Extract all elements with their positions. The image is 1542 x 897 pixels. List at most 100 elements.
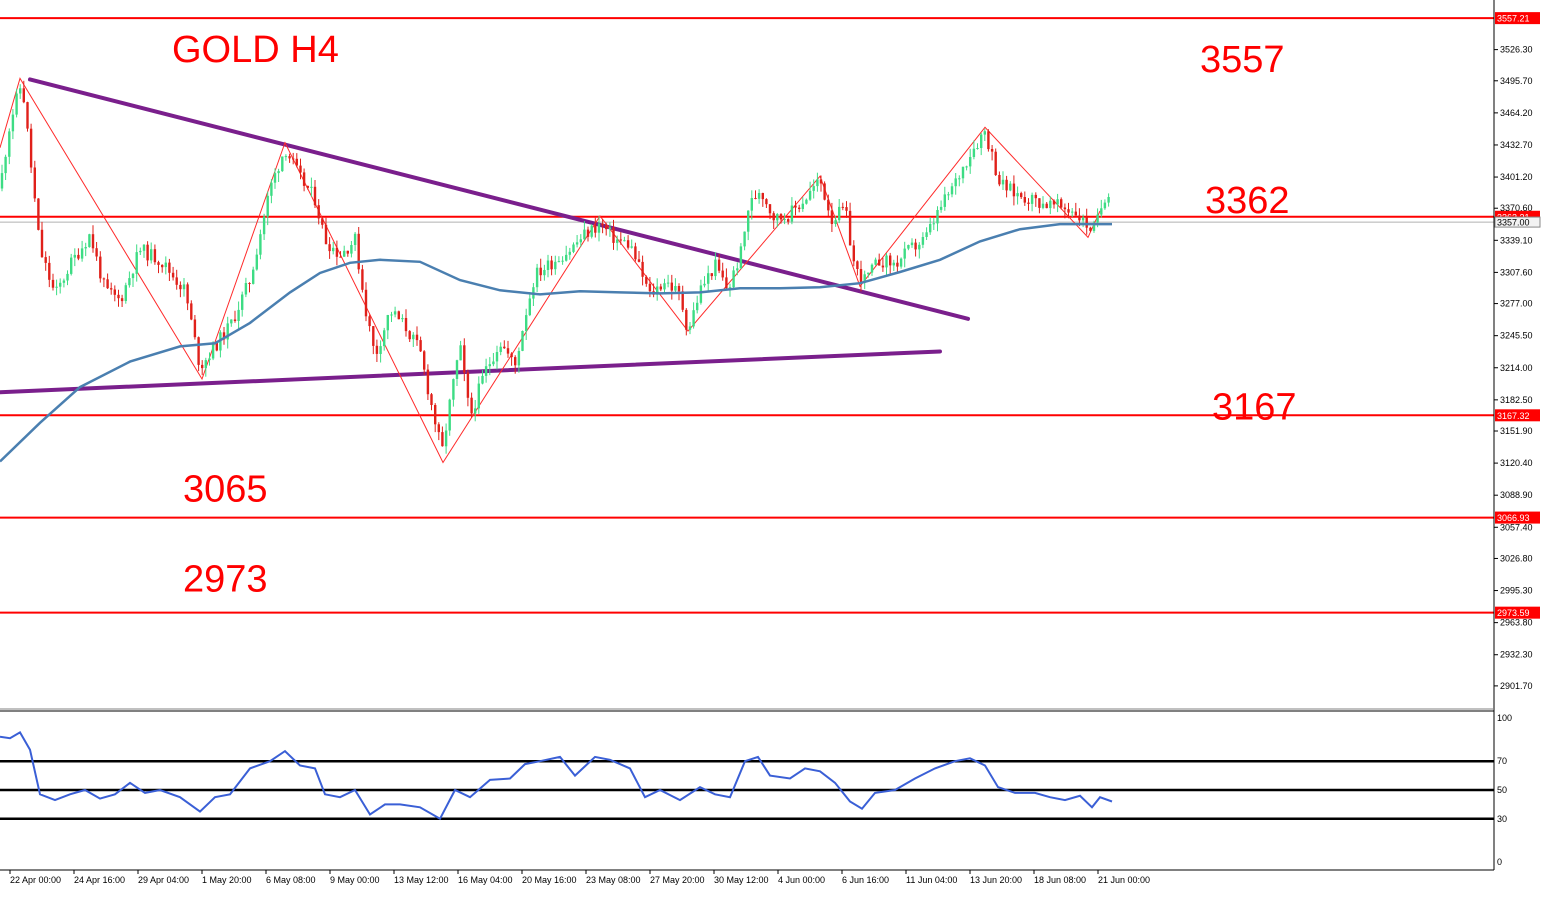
candle-body bbox=[874, 259, 877, 265]
candle-body bbox=[805, 199, 808, 204]
price-tick-label: 3401.20 bbox=[1500, 172, 1533, 182]
candle-body bbox=[725, 277, 728, 289]
candle-body bbox=[252, 269, 255, 284]
candle-body bbox=[892, 262, 895, 266]
price-tick-label: 3214.00 bbox=[1500, 363, 1533, 373]
candle-body bbox=[4, 156, 7, 174]
candle-body bbox=[637, 259, 641, 262]
candle-body bbox=[983, 131, 986, 135]
candle-body bbox=[1052, 200, 1056, 205]
candle-body bbox=[397, 311, 400, 320]
time-tick-label: 11 Jun 04:00 bbox=[906, 875, 957, 885]
candle-body bbox=[528, 298, 531, 316]
candle-body bbox=[994, 151, 997, 175]
candle-body bbox=[961, 166, 965, 179]
candle-body bbox=[517, 351, 521, 366]
candle-body bbox=[612, 227, 615, 243]
candle-body bbox=[375, 345, 379, 354]
candle-body bbox=[226, 323, 229, 340]
candle-body bbox=[361, 269, 364, 290]
candle-body bbox=[696, 302, 699, 311]
time-tick-label: 6 Jun 16:00 bbox=[842, 875, 889, 885]
candle-body bbox=[426, 369, 430, 395]
candle-body bbox=[965, 166, 968, 168]
candle-body bbox=[645, 276, 648, 284]
candle-body bbox=[575, 242, 579, 245]
candle-body bbox=[830, 210, 834, 224]
candle-body bbox=[656, 286, 659, 295]
candle-body bbox=[896, 262, 899, 267]
level-price-tag bbox=[1495, 409, 1540, 422]
candle-body bbox=[8, 131, 11, 157]
candle-body bbox=[688, 326, 692, 330]
candle-body bbox=[415, 334, 419, 341]
candle-body bbox=[969, 157, 972, 167]
candle-body bbox=[434, 405, 437, 425]
candle-body bbox=[998, 175, 1001, 185]
time-tick-label: 6 May 08:00 bbox=[266, 875, 316, 885]
candle-body bbox=[838, 206, 841, 221]
candle-body bbox=[1078, 215, 1081, 221]
candle-body bbox=[299, 165, 302, 173]
candle-body bbox=[732, 270, 735, 288]
candle-body bbox=[703, 283, 706, 286]
candle-body bbox=[292, 158, 295, 160]
candle-body bbox=[441, 432, 444, 447]
candle-body bbox=[364, 289, 368, 317]
level-price-tag bbox=[1495, 606, 1540, 619]
candle-body bbox=[466, 372, 470, 398]
candle-body bbox=[430, 394, 433, 405]
candle-body bbox=[867, 272, 870, 275]
time-tick-label: 30 May 12:00 bbox=[714, 875, 769, 885]
level-big-label: 3167 bbox=[1212, 386, 1297, 428]
candle-body bbox=[848, 210, 852, 246]
candle-body bbox=[808, 190, 812, 200]
candle-body bbox=[0, 173, 4, 189]
candle-body bbox=[357, 233, 360, 270]
candle-body bbox=[841, 206, 844, 208]
time-tick-label: 13 Jun 20:00 bbox=[970, 875, 1022, 885]
time-tick-label: 1 May 20:00 bbox=[202, 875, 252, 885]
candle-body bbox=[124, 285, 127, 301]
candle-body bbox=[816, 179, 819, 187]
candle-body bbox=[288, 156, 291, 159]
candle-body bbox=[674, 286, 677, 291]
candle-body bbox=[33, 167, 36, 199]
candle-body bbox=[721, 270, 724, 278]
candle-body bbox=[179, 284, 182, 290]
candle-body bbox=[787, 219, 790, 222]
candle-body bbox=[1030, 194, 1034, 204]
candle-body bbox=[801, 203, 804, 209]
candle-body bbox=[408, 331, 411, 340]
candle-body bbox=[117, 294, 120, 299]
candle-body bbox=[495, 352, 499, 362]
price-tick-label: 3526.30 bbox=[1500, 45, 1533, 55]
candle-body bbox=[918, 244, 921, 250]
candle-body bbox=[492, 361, 495, 365]
candle-body bbox=[550, 260, 553, 270]
candle-body bbox=[932, 223, 935, 225]
candle-body bbox=[484, 366, 488, 376]
candle-body bbox=[313, 186, 317, 206]
candle-body bbox=[987, 131, 990, 150]
candle-body bbox=[113, 289, 116, 295]
price-tick-label: 3495.70 bbox=[1500, 76, 1533, 86]
price-tick-label: 2963.80 bbox=[1500, 618, 1533, 628]
candle-body bbox=[535, 267, 539, 288]
candle-body bbox=[743, 231, 746, 247]
candle-body bbox=[707, 273, 710, 284]
candle-body bbox=[714, 259, 717, 277]
candle-body bbox=[197, 337, 200, 365]
time-tick-label: 9 May 00:00 bbox=[330, 875, 380, 885]
candle-body bbox=[812, 186, 815, 191]
candle-body bbox=[332, 247, 335, 252]
candle-body bbox=[666, 282, 670, 284]
candle-body bbox=[1067, 209, 1070, 213]
candle-body bbox=[372, 326, 375, 346]
candle-body bbox=[37, 198, 40, 230]
time-tick-label: 21 Jun 00:00 bbox=[1098, 875, 1150, 885]
candle-body bbox=[827, 199, 830, 211]
candle-body bbox=[1089, 227, 1092, 231]
level-big-label: 3557 bbox=[1200, 39, 1285, 81]
candle-body bbox=[699, 285, 703, 303]
